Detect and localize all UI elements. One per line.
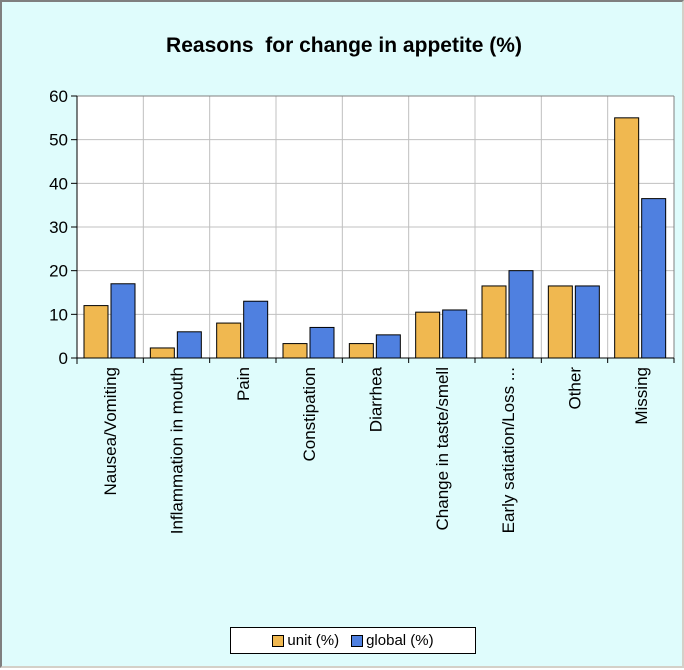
x-tick-label: Early satiation/Loss ... [499, 367, 518, 533]
y-tick-label: 40 [49, 174, 68, 193]
legend-swatch-unit [272, 634, 285, 647]
x-tick-label: Constipation [300, 367, 319, 462]
x-tick-label: Pain [234, 367, 253, 401]
bar-global [176, 331, 202, 359]
legend: unit (%) global (%) [230, 627, 476, 654]
bar-unit [149, 347, 175, 359]
y-tick-label: 60 [49, 87, 68, 106]
y-tick-label: 20 [49, 262, 68, 281]
bar-unit [83, 305, 109, 359]
bar-global [442, 309, 468, 359]
bar-unit [481, 285, 507, 359]
bar-global [309, 326, 335, 359]
chart-title: Reasons for change in appetite (%) [166, 34, 522, 57]
bar-unit [614, 117, 640, 359]
legend-label-unit: unit (%) [287, 632, 340, 649]
y-tick-label: 30 [49, 218, 68, 237]
x-tick-label: Change in taste/smell [433, 367, 452, 530]
legend-item-unit: unit (%) [272, 632, 339, 649]
x-tick-label: Diarrhea [367, 366, 386, 432]
legend-swatch-global [351, 634, 364, 647]
bar-global [508, 270, 534, 359]
bar-global [574, 285, 600, 359]
y-tick-label: 0 [59, 349, 68, 368]
legend-label-global: global (%) [366, 632, 434, 649]
bar-global [641, 198, 667, 359]
bar-global [375, 334, 401, 359]
bar-global [110, 283, 136, 359]
bar-unit [282, 343, 308, 359]
x-tick-label: Missing [632, 367, 651, 425]
y-tick-label: 10 [49, 305, 68, 324]
bar-unit [415, 311, 441, 359]
x-tick-label: Inflammation in mouth [168, 367, 187, 534]
bar-global [243, 300, 269, 359]
bar-unit [348, 343, 374, 359]
bar-unit [547, 285, 573, 359]
y-tick-label: 50 [49, 131, 68, 150]
legend-item-global: global (%) [351, 632, 434, 649]
x-tick-label: Other [566, 367, 585, 410]
bar-unit [216, 322, 242, 359]
x-tick-label: Nausea/Vomiting [101, 367, 120, 496]
